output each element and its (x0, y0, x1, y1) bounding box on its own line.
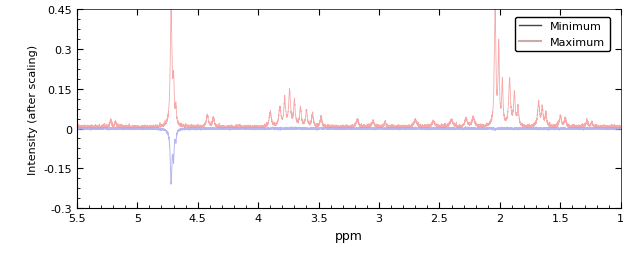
X-axis label: ppm: ppm (335, 229, 363, 242)
Y-axis label: Intensity (after scaling): Intensity (after scaling) (28, 44, 38, 174)
Legend: Minimum, Maximum: Minimum, Maximum (515, 18, 610, 52)
